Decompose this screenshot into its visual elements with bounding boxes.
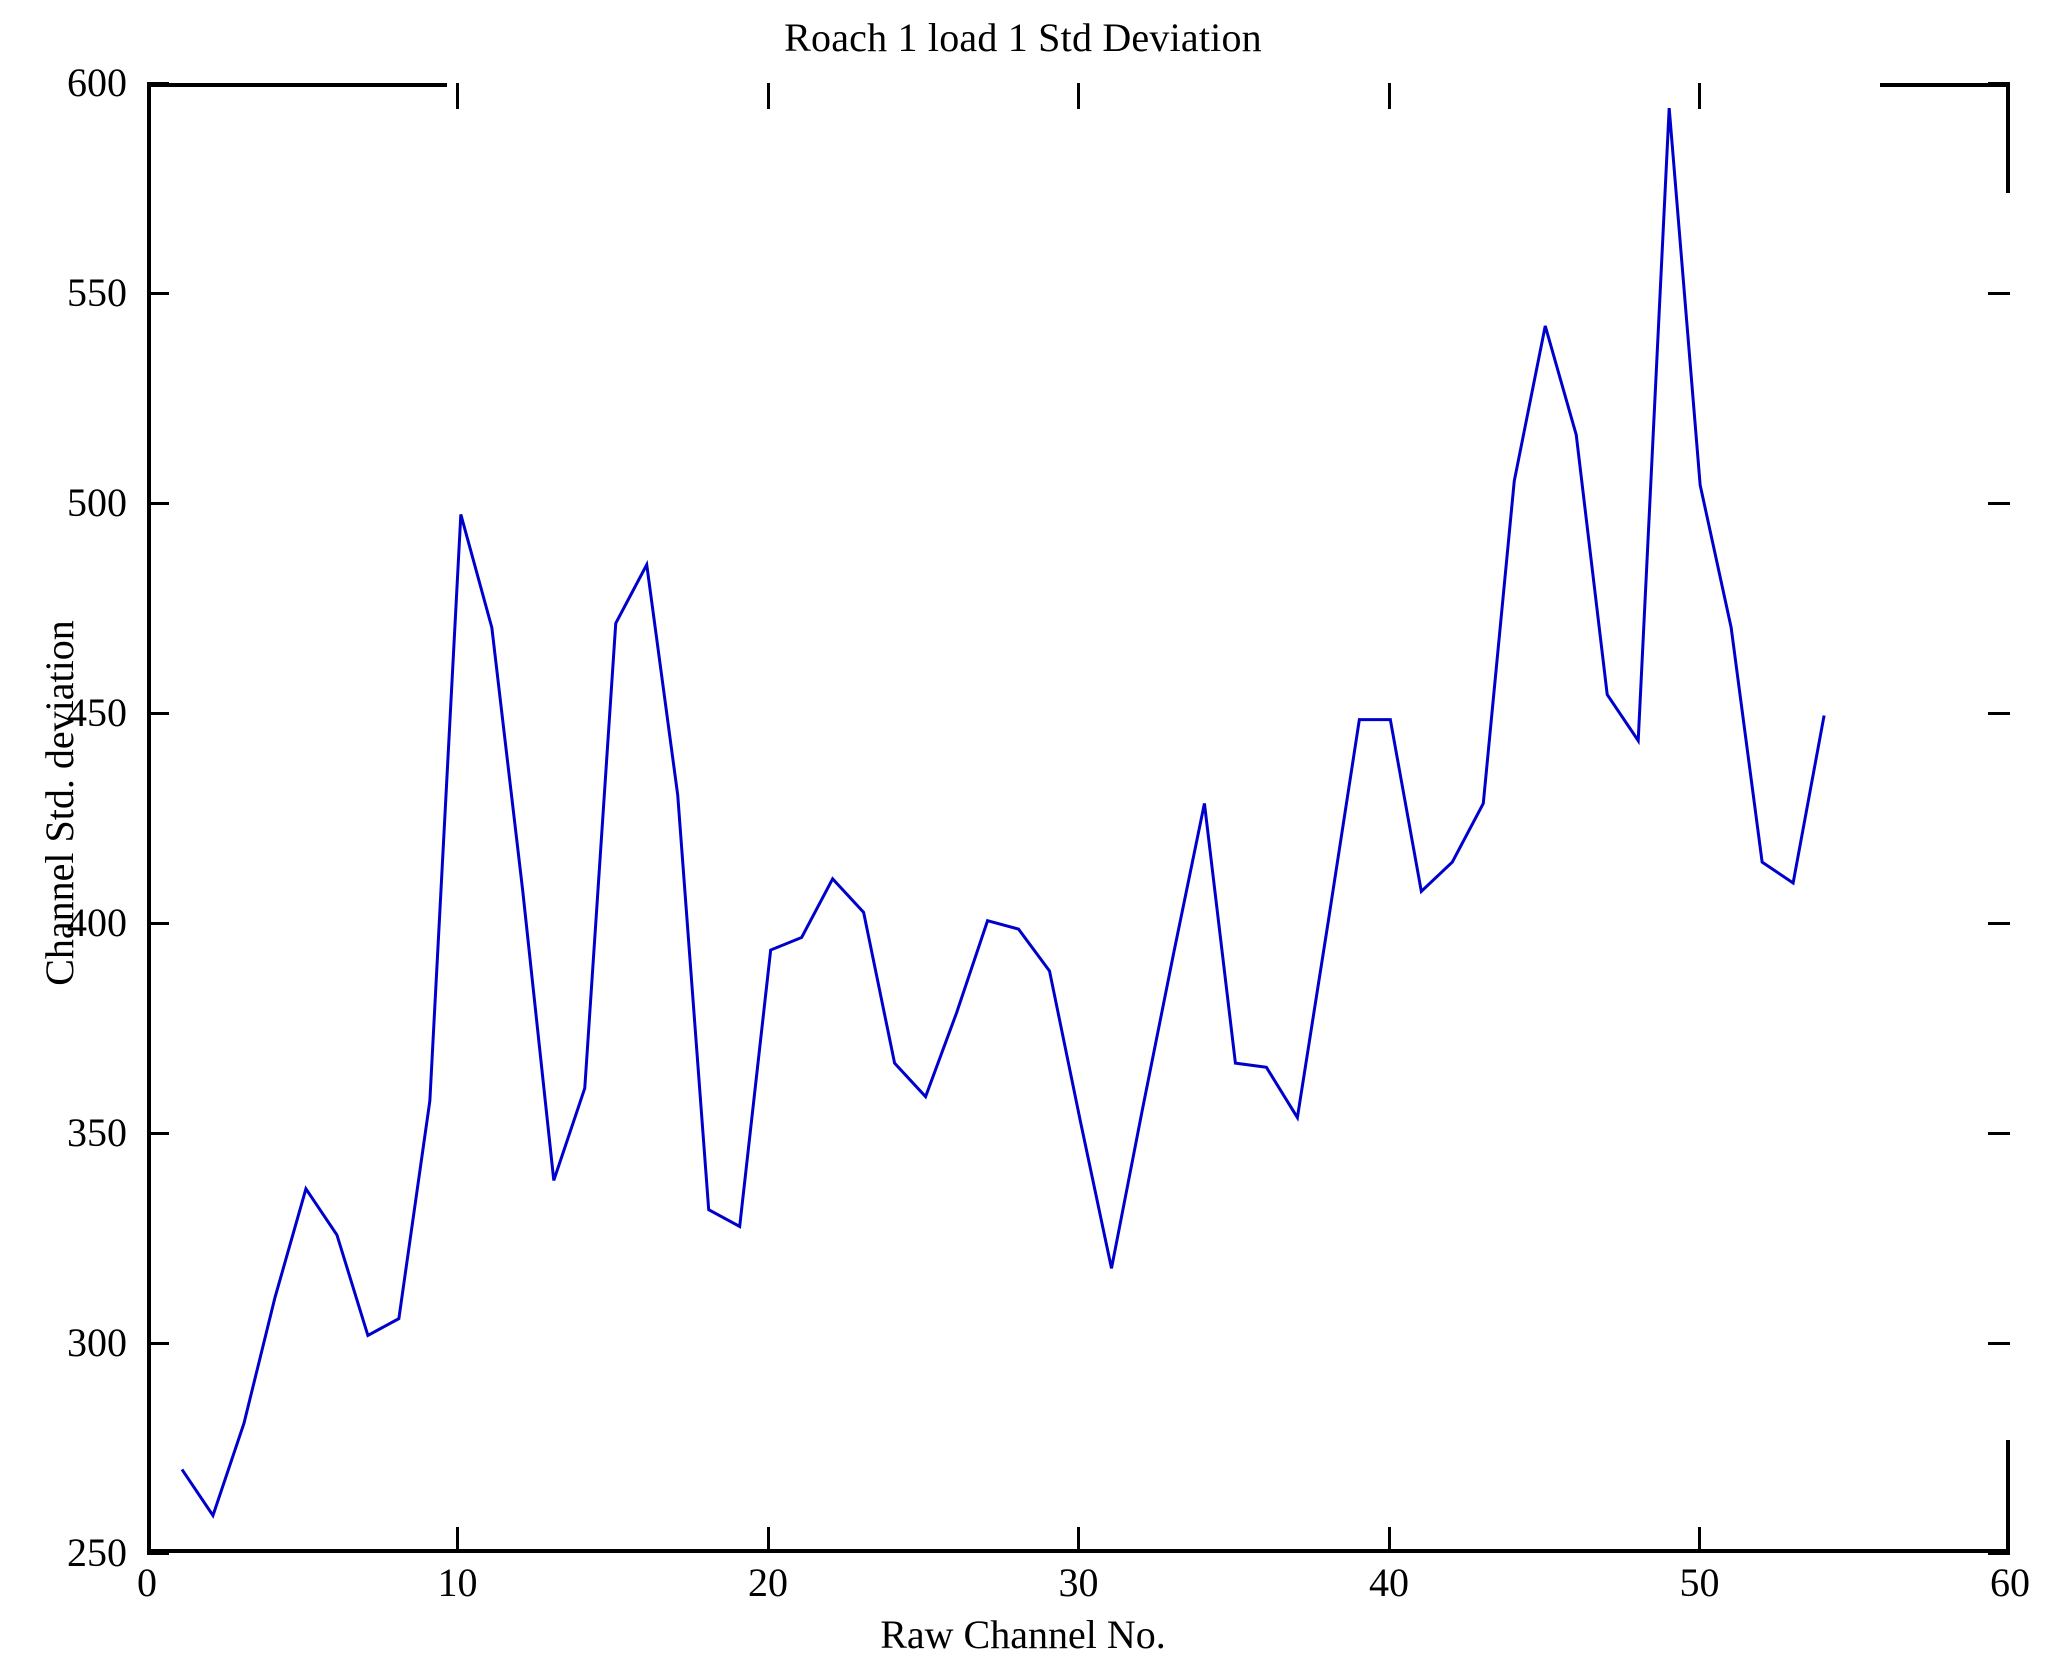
y-axis-tick — [147, 291, 169, 295]
x-axis-tick — [1698, 1527, 1701, 1553]
y-axis-tick — [147, 501, 169, 505]
y-axis-tick-right — [1988, 711, 2010, 715]
y-axis-tick-right — [1988, 1131, 2010, 1135]
y-axis-tick-label: 450 — [67, 690, 127, 735]
x-axis-label: Raw Channel No. — [880, 1612, 1166, 1657]
x-axis-tick — [1387, 1527, 1391, 1553]
y-axis-tick — [147, 81, 169, 85]
axis-frame-right-bottom — [2006, 1440, 2010, 1553]
y-axis-tick — [147, 1131, 169, 1135]
y-axis-tick-label: 300 — [67, 1320, 127, 1365]
y-axis-tick-label: 500 — [67, 480, 127, 525]
y-axis-tick-right — [1988, 1341, 2010, 1345]
y-axis-tick — [147, 1551, 169, 1555]
y-axis-tick-label: 250 — [67, 1530, 127, 1575]
x-axis-tick-label: 20 — [748, 1560, 788, 1605]
plot-area — [147, 83, 2010, 1553]
x-axis-tick — [1077, 1527, 1080, 1553]
y-axis-tick-right — [1988, 1551, 2010, 1555]
x-axis-tick-top — [1698, 83, 1701, 109]
y-axis-tick-label: 600 — [67, 60, 127, 105]
axis-frame-right-top — [2006, 83, 2010, 193]
y-axis-tick-label: 350 — [67, 1110, 127, 1155]
x-axis-tick-label: 0 — [137, 1560, 157, 1605]
y-axis-tick-right — [1988, 81, 2010, 85]
y-axis-tick-label: 400 — [67, 900, 127, 945]
data-line-chart — [151, 83, 2010, 1549]
chart-title: Roach 1 load 1 Std Deviation — [784, 15, 1262, 60]
x-axis-tick-top — [1387, 83, 1391, 109]
x-axis-tick-label: 10 — [437, 1560, 478, 1605]
x-axis-tick-label: 50 — [1679, 1560, 1720, 1605]
x-axis-tick-label: 60 — [1990, 1560, 2030, 1605]
x-axis-tick-top — [456, 83, 459, 109]
y-axis-tick-label: 550 — [67, 270, 127, 315]
y-axis-tick-right — [1988, 291, 2010, 295]
x-axis-tick — [766, 1527, 770, 1553]
x-axis-tick-label: 40 — [1369, 1560, 1409, 1605]
y-axis-tick — [147, 711, 169, 715]
axis-frame-top-right — [1880, 83, 2010, 87]
axis-frame-top-left — [147, 83, 447, 87]
x-axis-tick-top — [1077, 83, 1080, 109]
y-axis-tick — [147, 1341, 169, 1345]
y-axis-tick-right — [1988, 501, 2010, 505]
y-axis-label: Channel Std. deviation — [37, 620, 82, 986]
y-axis-tick-right — [1988, 921, 2010, 925]
data-series-line — [182, 108, 1824, 1515]
y-axis-tick — [147, 921, 169, 925]
x-axis-tick-label: 30 — [1058, 1560, 1099, 1605]
x-axis-tick — [456, 1527, 459, 1553]
x-axis-tick-top — [766, 83, 770, 109]
